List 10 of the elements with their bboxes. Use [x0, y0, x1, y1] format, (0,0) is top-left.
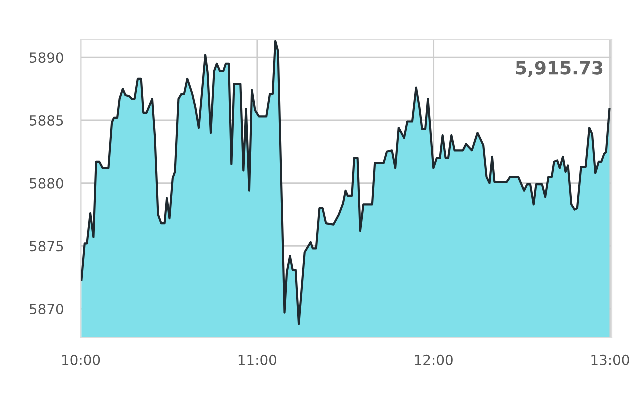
x-tick-label: 11:00	[238, 354, 276, 366]
annotation: 5,915.73	[516, 61, 603, 78]
x-tick-label: 12:00	[415, 354, 453, 366]
y-tick-label: 5870	[30, 304, 64, 315]
y-tick-label: 5875	[30, 241, 64, 252]
x-tick-label: 10:00	[62, 354, 100, 366]
y-tick-label: 5880	[30, 178, 64, 189]
y-tick-label: 5885	[30, 115, 64, 126]
y-tick-label: 5890	[30, 52, 64, 64]
x-tick-label: 13:00	[592, 354, 630, 366]
